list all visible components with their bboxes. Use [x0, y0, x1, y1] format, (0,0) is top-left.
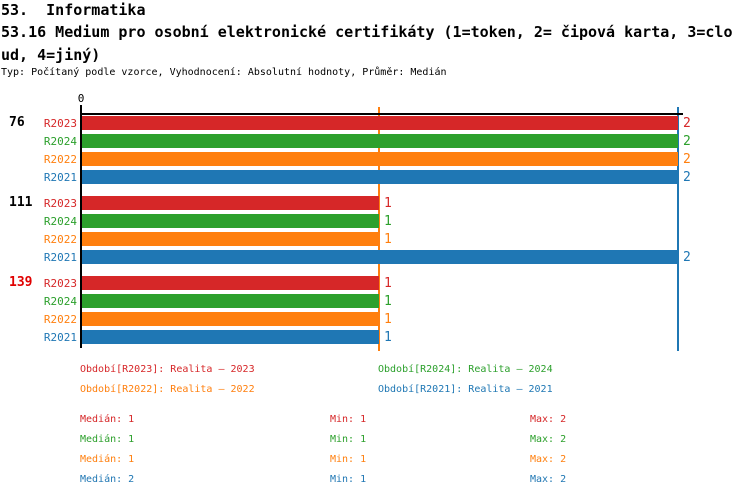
x-axis-line	[80, 113, 683, 115]
row-label-111-r2023: R2023	[43, 197, 77, 210]
row-label-139-r2021: R2021	[43, 331, 77, 344]
bar-76-r2022	[82, 152, 678, 166]
bar-139-r2021	[82, 330, 379, 344]
legend-item-r2021: Období[R2021]: Realita – 2021	[378, 384, 553, 395]
legend-item-r2024: Období[R2024]: Realita – 2024	[378, 364, 553, 375]
bar-111-r2024	[82, 214, 379, 228]
bar-value-139-r2023: 1	[384, 276, 392, 291]
stat-max-r2021: Max: 2	[530, 474, 567, 485]
bar-value-111-r2024: 1	[384, 214, 392, 229]
bar-76-r2021	[82, 170, 678, 184]
bar-value-139-r2022: 1	[384, 312, 392, 327]
bar-111-r2022	[82, 232, 379, 246]
bar-value-76-r2021: 2	[683, 170, 691, 185]
row-label-76-r2021: R2021	[43, 171, 77, 184]
stat-min-r2023: Min: 1	[330, 414, 367, 425]
page-title-line3: ud, 4=jiný)	[1, 46, 101, 64]
x-axis-zero-tick-label: 0	[77, 92, 85, 105]
stat-median-r2021: Medián: 2	[80, 474, 135, 485]
bar-139-r2024	[82, 294, 379, 308]
stat-type-meta: Typ: Počítaný podle vzorce, Vyhodnocení:…	[1, 67, 447, 78]
group-label-111: 111	[9, 195, 33, 210]
page-title-line2: 53.16 Medium pro osobní elektronické cer…	[1, 23, 733, 41]
bar-value-111-r2023: 1	[384, 196, 392, 211]
stat-min-r2021: Min: 1	[330, 474, 367, 485]
bar-value-76-r2024: 2	[683, 134, 691, 149]
row-label-139-r2022: R2022	[43, 313, 77, 326]
group-label-76: 76	[9, 115, 25, 130]
row-label-111-r2024: R2024	[43, 215, 77, 228]
stat-max-r2024: Max: 2	[530, 434, 567, 445]
stat-min-r2024: Min: 1	[330, 434, 367, 445]
row-label-139-r2024: R2024	[43, 295, 77, 308]
median-line-r2021	[677, 107, 679, 351]
stat-min-r2022: Min: 1	[330, 454, 367, 465]
row-label-111-r2022: R2022	[43, 233, 77, 246]
legend-item-r2023: Období[R2023]: Realita – 2023	[80, 364, 255, 375]
stat-median-r2024: Medián: 1	[80, 434, 135, 445]
stat-max-r2023: Max: 2	[530, 414, 567, 425]
bar-value-76-r2022: 2	[683, 152, 691, 167]
bar-139-r2022	[82, 312, 379, 326]
bar-76-r2023	[82, 116, 678, 130]
bar-value-111-r2021: 2	[683, 250, 691, 265]
bar-value-139-r2024: 1	[384, 294, 392, 309]
bar-111-r2023	[82, 196, 379, 210]
bar-76-r2024	[82, 134, 678, 148]
stat-max-r2022: Max: 2	[530, 454, 567, 465]
legend-item-r2022: Období[R2022]: Realita – 2022	[80, 384, 255, 395]
row-label-76-r2023: R2023	[43, 117, 77, 130]
page-title-line1: 53. Informatika	[1, 1, 146, 19]
bar-value-139-r2021: 1	[384, 330, 392, 345]
group-label-139: 139	[9, 275, 33, 290]
median-line-r2022	[378, 107, 380, 351]
y-axis-line	[80, 105, 82, 348]
stat-median-r2022: Medián: 1	[80, 454, 135, 465]
row-label-76-r2022: R2022	[43, 153, 77, 166]
bar-value-111-r2022: 1	[384, 232, 392, 247]
bar-111-r2021	[82, 250, 678, 264]
row-label-139-r2023: R2023	[43, 277, 77, 290]
row-label-76-r2024: R2024	[43, 135, 77, 148]
row-label-111-r2021: R2021	[43, 251, 77, 264]
bar-139-r2023	[82, 276, 379, 290]
bar-value-76-r2023: 2	[683, 116, 691, 131]
stat-median-r2023: Medián: 1	[80, 414, 135, 425]
